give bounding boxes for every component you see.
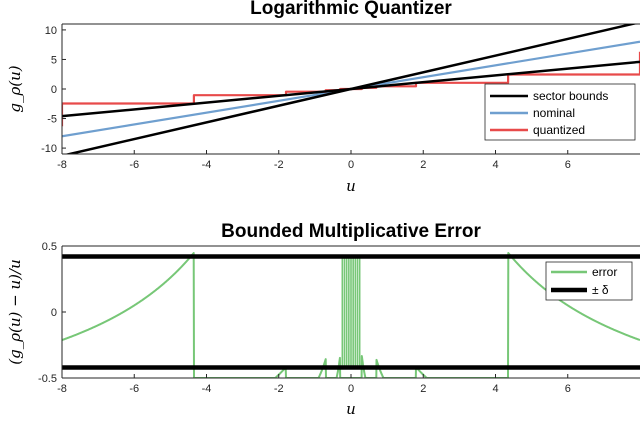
quantizer-ytick-label: 10 <box>45 25 57 37</box>
quantizer-ticks: -8 -6 -4 -2 0 2 4 6 10 5 0 -5 -10 <box>41 25 571 171</box>
error-title: Bounded Multiplicative Error <box>221 221 481 242</box>
quantizer-xlabel: u <box>346 177 356 195</box>
quantizer-xtick-label: -6 <box>129 159 139 171</box>
quantizer-plot-area <box>62 24 640 154</box>
error-ylabel: (g_ρ(u) − u)/u <box>6 259 24 364</box>
quantizer-title: Logarithmic Quantizer <box>250 0 452 19</box>
error-xtick-label: 0 <box>348 383 354 395</box>
quantizer-legend: sector bounds nominal quantized <box>484 83 636 141</box>
sector-bound-lower <box>62 60 640 118</box>
quantizer-xtick-label: -4 <box>202 159 212 171</box>
error-ytick-label: 0 <box>51 307 57 319</box>
quantizer-xtick-label: -2 <box>274 159 284 171</box>
error-xtick-label: 4 <box>492 383 498 395</box>
legend-label-error: error <box>592 265 617 279</box>
quantizer-ylabel: g_ρ(u) <box>6 65 24 112</box>
quantizer-ytick-label: -5 <box>47 114 57 126</box>
error-ytick-label: 0.5 <box>42 241 57 253</box>
error-chart: Bounded Multiplicative Error -8 -6 -4 -2 0 2 4… <box>6 221 640 418</box>
error-xtick-label: -4 <box>202 383 212 395</box>
error-legend: error ± δ <box>545 261 633 301</box>
error-ytick-label: -0.5 <box>38 373 57 385</box>
legend-label-sector-bounds: sector bounds <box>533 89 608 103</box>
error-xtick-label: -6 <box>129 383 139 395</box>
error-xlabel: u <box>346 400 356 418</box>
error-plot-area <box>62 252 640 378</box>
error-xtick-label: 6 <box>565 383 571 395</box>
quantizer-chart: Logarithmic Quantizer -8 -6 -4 -2 0 2 4 6 10 5 0 -5… <box>6 0 640 195</box>
quantizer-xtick-label: 0 <box>348 159 354 171</box>
legend-label-delta: ± δ <box>592 283 609 297</box>
quantizer-xtick-label: -8 <box>57 159 67 171</box>
error-xtick-label: -8 <box>57 383 67 395</box>
quantizer-ytick-label: -10 <box>41 143 57 155</box>
error-legend-box <box>545 261 633 301</box>
error-xtick-label: 2 <box>420 383 426 395</box>
error-line <box>62 252 640 378</box>
legend-label-quantized: quantized <box>533 123 585 137</box>
quantizer-xtick-label: 4 <box>492 159 498 171</box>
quantizer-ytick-label: 0 <box>51 84 57 96</box>
quantizer-xtick-label: 6 <box>565 159 571 171</box>
error-ticks: -8 -6 -4 -2 0 2 4 6 0.5 0 -0.5 <box>38 241 571 395</box>
legend-label-nominal: nominal <box>533 106 575 120</box>
quantizer-xtick-label: 2 <box>420 159 426 171</box>
quantizer-ytick-label: 5 <box>51 54 57 66</box>
error-xtick-label: -2 <box>274 383 284 395</box>
